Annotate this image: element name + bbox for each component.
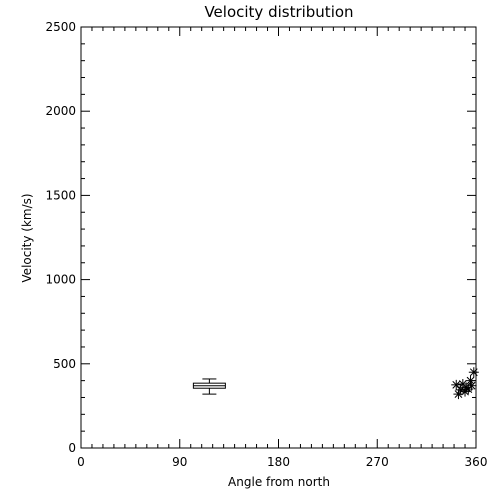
data-point — [466, 380, 477, 391]
y-tick-label: 500 — [53, 357, 76, 371]
x-tick-label: 360 — [465, 455, 488, 469]
y-tick-label: 2000 — [45, 104, 76, 118]
data-point — [468, 367, 479, 378]
data-points — [451, 367, 479, 400]
axis-ticks — [80, 26, 477, 449]
data-point — [451, 379, 462, 390]
y-tick-label: 2500 — [45, 20, 76, 34]
x-tick-label: 270 — [366, 455, 389, 469]
x-tick-label: 180 — [267, 455, 290, 469]
asterisk-stroke — [452, 380, 461, 389]
asterisk-stroke — [467, 381, 476, 390]
asterisk-stroke — [466, 376, 475, 385]
y-tick-label: 1000 — [45, 273, 76, 287]
chart-title: Velocity distribution — [204, 3, 353, 21]
y-tick-label: 0 — [68, 441, 76, 455]
tick-labels: 0 90 180 270 360 0 500 1000 1500 2000 2500 — [45, 20, 487, 469]
x-axis-title: Angle from north — [228, 475, 330, 489]
asterisk-stroke — [469, 368, 478, 377]
boxplot — [192, 378, 226, 395]
x-tick-label: 90 — [172, 455, 187, 469]
y-axis-title: Velocity (km/s) — [20, 193, 34, 282]
x-tick-label: 0 — [77, 455, 85, 469]
plot-frame — [80, 26, 477, 449]
y-tick-label: 1500 — [45, 188, 76, 202]
